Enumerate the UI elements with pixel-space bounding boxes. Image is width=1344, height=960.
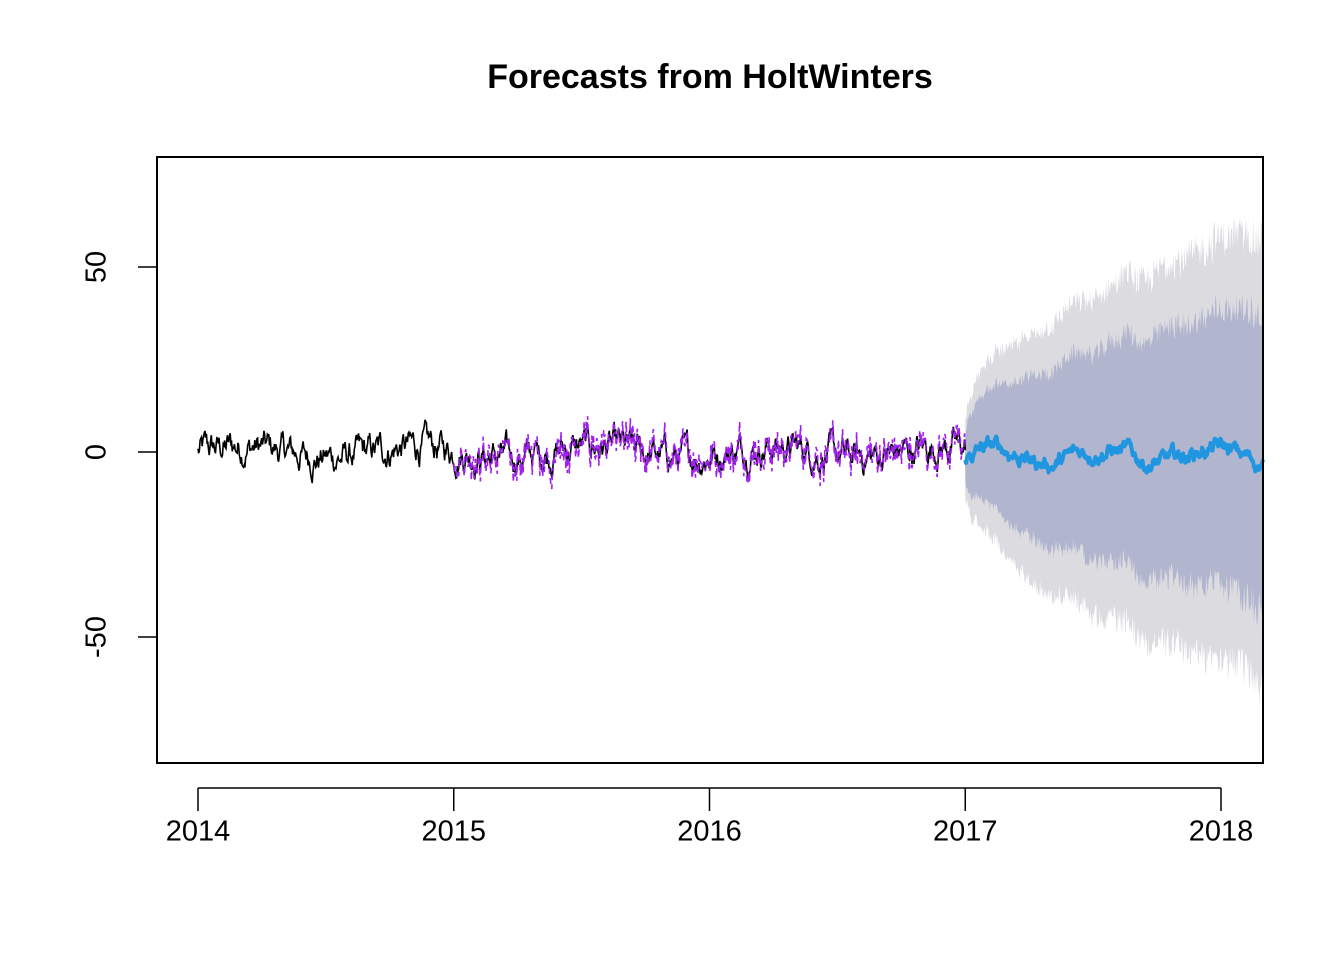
y-tick-label: -50 — [81, 616, 113, 658]
fitted-line — [453, 416, 967, 490]
x-tick-label: 2014 — [166, 816, 231, 848]
x-tick-label: 2017 — [933, 816, 998, 848]
x-tick-label: 2016 — [677, 816, 742, 848]
series-lines — [197, 416, 1265, 490]
y-tick-label: 0 — [81, 444, 113, 460]
x-axis: 2014 2015 2016 2017 2018 — [166, 787, 1254, 848]
x-tick-label: 2015 — [421, 816, 486, 848]
prediction-interval-bands — [965, 215, 1263, 706]
chart-title: Forecasts from HoltWinters — [487, 58, 933, 96]
x-tick-label: 2018 — [1189, 816, 1254, 848]
y-axis: -50 0 50 — [81, 251, 158, 658]
band-80 — [965, 293, 1263, 626]
forecast-line — [963, 434, 1265, 475]
y-tick-label: 50 — [81, 251, 113, 283]
